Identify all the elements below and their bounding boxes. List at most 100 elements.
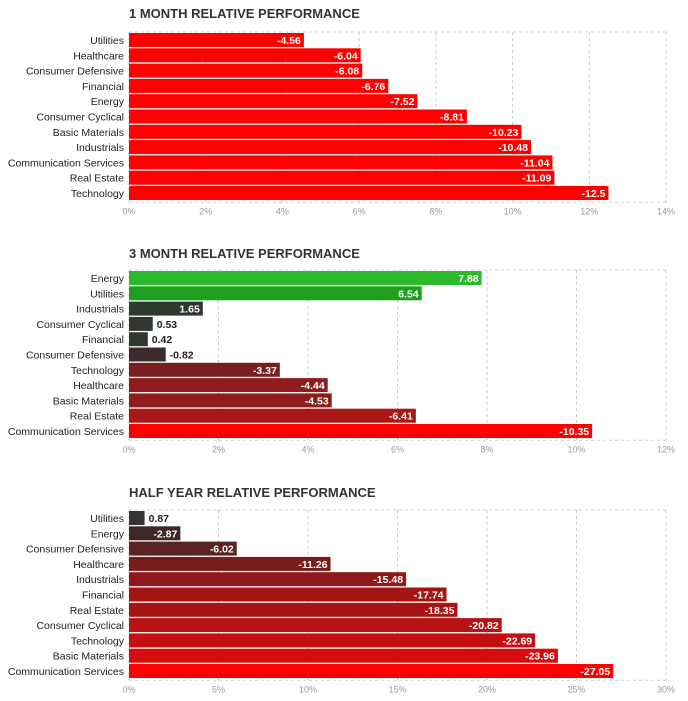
category-label: Communication Services	[8, 157, 124, 169]
bar	[129, 94, 418, 109]
x-tick-label: 12%	[580, 206, 598, 216]
category-label: Energy	[91, 273, 125, 285]
value-label: -15.48	[373, 574, 403, 586]
bar	[129, 301, 203, 316]
value-label: -6.08	[335, 66, 359, 78]
x-tick-label: 30%	[657, 684, 675, 694]
bar	[129, 393, 332, 408]
x-tick-label: 2%	[199, 206, 212, 216]
bar	[129, 140, 531, 155]
value-label: -18.35	[425, 605, 455, 617]
x-tick-label: 0%	[122, 206, 135, 216]
x-tick-label: 12%	[657, 444, 675, 454]
bar	[129, 286, 422, 301]
bar-chart-half-year: 0% 5% 10% 15% 20% 25% 30% Utilities 0.87 Energy -2…	[8, 509, 675, 694]
category-label: Healthcare	[73, 559, 124, 571]
bar	[129, 48, 361, 63]
x-tick-label: 10%	[567, 444, 585, 454]
bar	[129, 362, 280, 377]
category-label: Financial	[82, 81, 124, 93]
value-label: -3.37	[253, 365, 277, 377]
bar	[129, 572, 407, 587]
category-label: Healthcare	[73, 380, 124, 392]
value-label: -10.23	[489, 127, 519, 139]
value-label: -6.04	[334, 50, 358, 62]
bar-chart-3-month: 0% 2% 4% 6% 8% 10% 12% Energy 7.88 Utilities 6.54 I…	[8, 269, 675, 454]
category-label: Technology	[71, 188, 125, 200]
x-tick-label: 20%	[478, 684, 496, 694]
value-label: -4.56	[277, 35, 301, 47]
x-tick-label: 0%	[122, 444, 135, 454]
bar	[129, 541, 237, 556]
bar	[129, 408, 416, 423]
category-label: Communication Services	[8, 426, 124, 438]
value-label: 6.54	[398, 288, 419, 300]
bar	[129, 33, 304, 47]
value-label: -11.26	[298, 559, 327, 571]
bar	[129, 602, 458, 617]
bar	[129, 155, 553, 170]
value-label: -10.35	[559, 426, 589, 438]
value-label: -17.74	[414, 590, 444, 602]
x-tick-label: 14%	[657, 206, 675, 216]
x-tick-label: 0%	[122, 684, 135, 694]
bar	[129, 186, 609, 200]
category-label: Utilities	[90, 35, 124, 47]
value-label: -23.96	[525, 651, 555, 663]
category-label: Industrials	[76, 574, 124, 586]
bar-chart-1-month: 0% 2% 4% 6% 8% 10% 12% 14% Utilities -4.56 Healthc…	[8, 31, 675, 216]
x-tick-label: 10%	[504, 206, 522, 216]
bar	[129, 78, 389, 93]
value-label: -2.87	[153, 528, 177, 540]
category-label: Real Estate	[70, 411, 124, 423]
value-label: -8.81	[440, 112, 464, 124]
value-label: -20.82	[469, 620, 499, 632]
category-label: Consumer Defensive	[26, 350, 124, 362]
x-tick-label: 6%	[391, 444, 404, 454]
x-tick-label: 4%	[301, 444, 314, 454]
bar	[129, 63, 363, 78]
category-label: Technology	[71, 365, 125, 377]
value-label: -22.69	[502, 635, 532, 647]
category-label: Basic Materials	[53, 651, 124, 663]
bar	[129, 664, 614, 678]
bar	[129, 648, 558, 663]
value-label: -6.41	[389, 411, 413, 423]
bar	[129, 124, 522, 139]
bar	[129, 526, 181, 541]
category-label: Energy	[91, 528, 125, 540]
bar	[129, 633, 536, 648]
x-tick-label: 25%	[567, 684, 585, 694]
value-label: -4.53	[305, 395, 329, 407]
value-label: 1.65	[179, 304, 200, 316]
value-label: -0.82	[170, 350, 194, 362]
bar	[129, 170, 555, 185]
chart-title: HALF YEAR RELATIVE PERFORMANCE	[129, 485, 376, 500]
bar	[129, 332, 148, 347]
bar	[129, 109, 467, 124]
x-tick-label: 8%	[480, 444, 493, 454]
category-label: Real Estate	[70, 605, 124, 617]
category-label: Consumer Cyclical	[36, 620, 124, 632]
category-label: Real Estate	[70, 173, 124, 185]
category-label: Financial	[82, 334, 124, 346]
value-label: -6.76	[361, 81, 385, 93]
category-label: Consumer Defensive	[26, 66, 124, 78]
value-label: -7.52	[391, 96, 415, 108]
x-tick-label: 8%	[429, 206, 442, 216]
value-label: -11.09	[522, 173, 551, 185]
bar	[129, 424, 593, 438]
value-label: -10.48	[498, 142, 528, 154]
category-label: Consumer Cyclical	[36, 112, 124, 124]
category-label: Industrials	[76, 142, 124, 154]
chart-title: 3 MONTH RELATIVE PERFORMANCE	[129, 246, 360, 261]
category-label: Consumer Cyclical	[36, 319, 124, 331]
x-tick-label: 6%	[353, 206, 366, 216]
bar	[129, 378, 328, 393]
value-label: 0.87	[149, 513, 170, 525]
value-label: -4.44	[301, 380, 325, 392]
category-label: Industrials	[76, 304, 124, 316]
value-label: -27.05	[580, 666, 610, 678]
bar	[129, 618, 502, 633]
bar	[129, 511, 145, 525]
